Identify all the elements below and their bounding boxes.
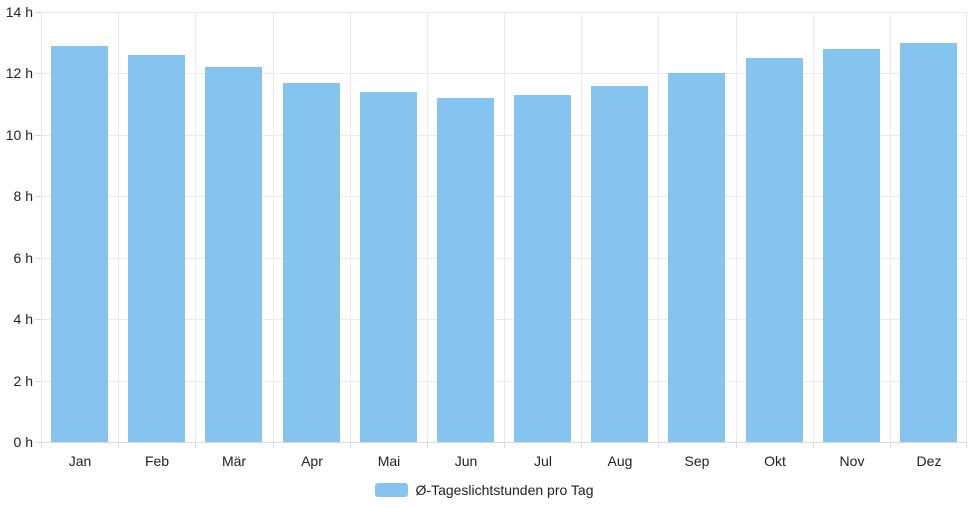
gridline-vertical	[118, 12, 119, 442]
bar-okt[interactable]	[746, 58, 803, 442]
x-axis: Jan Feb Mär Apr Mai Jun Jul Aug Sep Okt Nov Dez	[41, 452, 967, 470]
x-axis-tick	[736, 442, 737, 448]
gridline-vertical	[195, 12, 196, 442]
bar-feb[interactable]	[128, 55, 185, 442]
y-axis-label: 4 h	[13, 311, 33, 327]
gridline-vertical	[890, 12, 891, 442]
bar-dez[interactable]	[900, 43, 957, 442]
gridline-vertical	[41, 12, 42, 442]
legend-label: Ø-Tageslichtstunden pro Tag	[415, 482, 594, 498]
y-axis-tick	[35, 258, 41, 259]
x-axis-label: Jul	[534, 453, 552, 469]
x-axis-label: Nov	[839, 453, 865, 469]
gridline-vertical	[350, 12, 351, 442]
x-axis-label: Feb	[144, 453, 170, 469]
y-axis-label: 12 h	[5, 65, 33, 81]
gridline-vertical	[813, 12, 814, 442]
y-axis-label: 0 h	[13, 434, 33, 450]
x-axis-tick	[41, 442, 42, 448]
x-axis-label: Apr	[301, 453, 323, 469]
x-axis-tick	[118, 442, 119, 448]
y-axis-tick	[35, 442, 41, 443]
x-axis-tick	[350, 442, 351, 448]
gridline-vertical	[966, 12, 967, 442]
bar-jan[interactable]	[51, 46, 108, 442]
bar-jul[interactable]	[514, 95, 571, 442]
bar-jun[interactable]	[437, 98, 494, 442]
y-axis-label: 8 h	[13, 188, 33, 204]
x-axis-label: Mär	[221, 453, 247, 469]
y-axis: 0 h 2 h 4 h 6 h 8 h 10 h 12 h 14 h	[0, 4, 41, 450]
gridline-vertical	[736, 12, 737, 442]
y-axis-tick	[35, 196, 41, 197]
x-axis-label: Aug	[607, 453, 633, 469]
gridline-vertical	[273, 12, 274, 442]
y-axis-tick	[35, 12, 41, 13]
x-axis-label: Jan	[68, 453, 92, 469]
legend-swatch	[374, 483, 408, 497]
y-axis-tick	[35, 73, 41, 74]
y-axis-tick	[35, 135, 41, 136]
x-axis-tick	[581, 442, 582, 448]
y-axis-label: 6 h	[13, 250, 33, 266]
x-axis-tick	[504, 442, 505, 448]
x-axis-tick	[427, 442, 428, 448]
legend-item-daylight[interactable]: Ø-Tageslichtstunden pro Tag	[0, 481, 968, 499]
x-axis-label: Mai	[377, 453, 401, 469]
x-axis-label: Sep	[684, 453, 710, 469]
gridline-vertical	[427, 12, 428, 442]
x-axis-label: Okt	[764, 453, 786, 469]
x-axis-tick	[966, 442, 967, 448]
y-axis-label: 14 h	[5, 4, 33, 20]
x-axis-label: Jun	[454, 453, 478, 469]
x-axis-tick	[890, 442, 891, 448]
plot-area	[35, 12, 967, 448]
x-axis-tick	[813, 442, 814, 448]
bar-apr[interactable]	[283, 83, 340, 442]
gridline-vertical	[658, 12, 659, 442]
y-axis-tick	[35, 319, 41, 320]
gridline-vertical	[504, 12, 505, 442]
bar-mai[interactable]	[360, 92, 417, 442]
x-axis-tick	[195, 442, 196, 448]
y-axis-tick	[35, 381, 41, 382]
x-axis-label: Dez	[916, 453, 942, 469]
bar-aug[interactable]	[591, 86, 648, 442]
bar-mär[interactable]	[205, 67, 262, 442]
y-axis-label: 10 h	[5, 127, 33, 143]
bar-sep[interactable]	[668, 73, 725, 442]
x-axis-tick	[273, 442, 274, 448]
x-axis-tick	[658, 442, 659, 448]
bar-nov[interactable]	[823, 49, 880, 442]
gridline-vertical	[581, 12, 582, 442]
y-axis-label: 2 h	[13, 373, 33, 389]
